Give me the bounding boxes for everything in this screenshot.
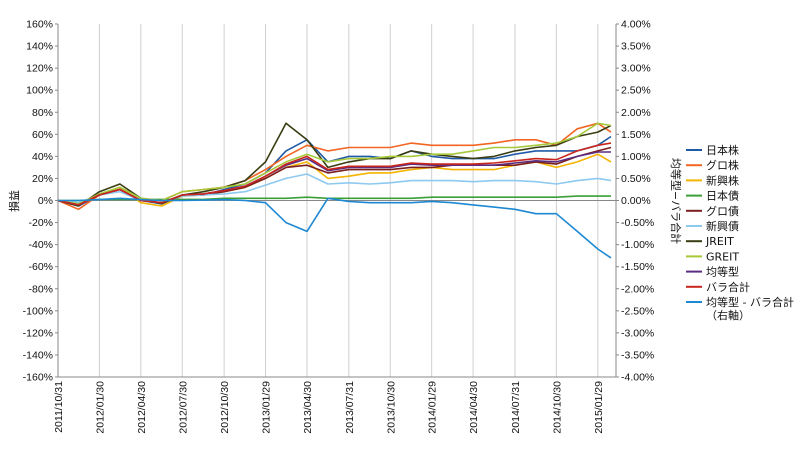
x-tick-label: 2013/01/29 [261, 381, 273, 434]
legend-label: 新興債 [706, 219, 739, 233]
y-right-tick-label: -1.00% [621, 239, 654, 251]
y-left-tick-label: -80% [28, 283, 53, 295]
y-right-tick-label: -0.50% [621, 217, 654, 229]
x-tick-label: 2011/10/31 [53, 381, 65, 433]
y-left-tick-label: -20% [28, 217, 53, 229]
legend-label: バラ合計 [706, 280, 750, 294]
right-axis-ticks: 4.00% 3.50% 3.00% 2.50% 2.00% 1.50% 1.00% 0.50%… [616, 19, 654, 384]
y-left-tick-label: 120% [26, 63, 53, 75]
x-tick-label: 2013/04/30 [302, 381, 314, 434]
series-line-9 [57, 142, 612, 206]
y-right-tick-label: -3.00% [621, 327, 654, 339]
y-left-tick-label: 160% [26, 19, 53, 31]
x-tick-label: 2014/04/30 [468, 381, 480, 434]
legend-label: JREIT [705, 235, 734, 248]
y-right-tick-label: 0.50% [621, 173, 651, 185]
y-right-tick-label: -2.00% [621, 283, 654, 295]
legend-label: 均等型 - バラ合計 [706, 295, 794, 309]
x-tick-label: 2015/01/29 [593, 381, 605, 434]
y-right-tick-label: 3.50% [621, 41, 651, 53]
y-left-tick-label: -140% [23, 349, 53, 361]
y-right-tick-label: -2.50% [621, 305, 654, 317]
y-left-tick-label: -100% [23, 305, 53, 317]
y-left-tick-label: 0% [38, 195, 53, 207]
x-tick-label: 2014/10/30 [551, 381, 563, 434]
y-right-tick-label: 1.00% [621, 151, 651, 163]
x-tick-label: 2012/01/30 [94, 381, 106, 434]
y-left-tick-label: -40% [28, 239, 53, 251]
y-left-tick-label: 100% [26, 85, 53, 97]
x-tick-label: 2014/07/31 [510, 381, 522, 434]
y-left-tick-label: 80% [32, 107, 53, 119]
y-left-tick-label: -120% [23, 327, 53, 339]
x-tick-label: 2014/01/29 [427, 381, 439, 434]
y-right-tick-label: -3.50% [621, 349, 654, 361]
legend-label: グロ株 [706, 158, 739, 172]
y-right-tick-label: 2.50% [621, 85, 651, 97]
y-left-tick-label: -160% [23, 372, 53, 384]
legend-label: 新興株 [706, 173, 739, 187]
y-axis-left-title: 損益 [7, 190, 21, 212]
y-axis-right-title: 均等型−バラ合計 [669, 158, 683, 244]
x-tick-label: 2013/10/30 [385, 381, 397, 434]
y-left-tick-label: 20% [32, 173, 53, 185]
x-axis-ticks: 2011/10/31 2012/01/30 2012/04/30 2012/07/30… [53, 381, 605, 434]
legend-label: 日本債 [706, 189, 739, 203]
y-left-tick-label: 40% [32, 151, 53, 163]
y-left-tick-label: -60% [28, 261, 53, 273]
y-right-tick-label: 0.00% [621, 195, 651, 207]
y-left-tick-label: 140% [26, 41, 53, 53]
y-right-tick-label: 2.00% [621, 107, 651, 119]
x-tick-label: 2013/07/31 [344, 381, 356, 434]
legend-label: （右軸） [706, 308, 750, 322]
legend-label: グロ債 [706, 204, 739, 218]
series-lines [57, 122, 612, 259]
left-axis-ticks: 160% 140% 120% 100% 80% 60% 40% 20% 0% -20% -40% -6… [23, 19, 58, 384]
y-right-tick-label: 3.00% [621, 63, 651, 75]
x-tick-label: 2012/04/30 [136, 381, 148, 434]
y-right-tick-label: 1.50% [621, 129, 651, 141]
y-right-tick-label: -1.50% [621, 261, 654, 273]
y-left-tick-label: 60% [32, 129, 53, 141]
legend-label: 日本株 [706, 143, 739, 157]
legend-label: GREIT [706, 250, 739, 263]
y-right-tick-label: -4.00% [621, 372, 654, 384]
series-line-10 [58, 197, 612, 259]
y-right-tick-label: 4.00% [621, 19, 651, 31]
x-tick-label: 2012/07/30 [177, 381, 189, 434]
x-tick-label: 2012/10/30 [219, 381, 231, 434]
legend-label: 均等型 [706, 265, 739, 279]
